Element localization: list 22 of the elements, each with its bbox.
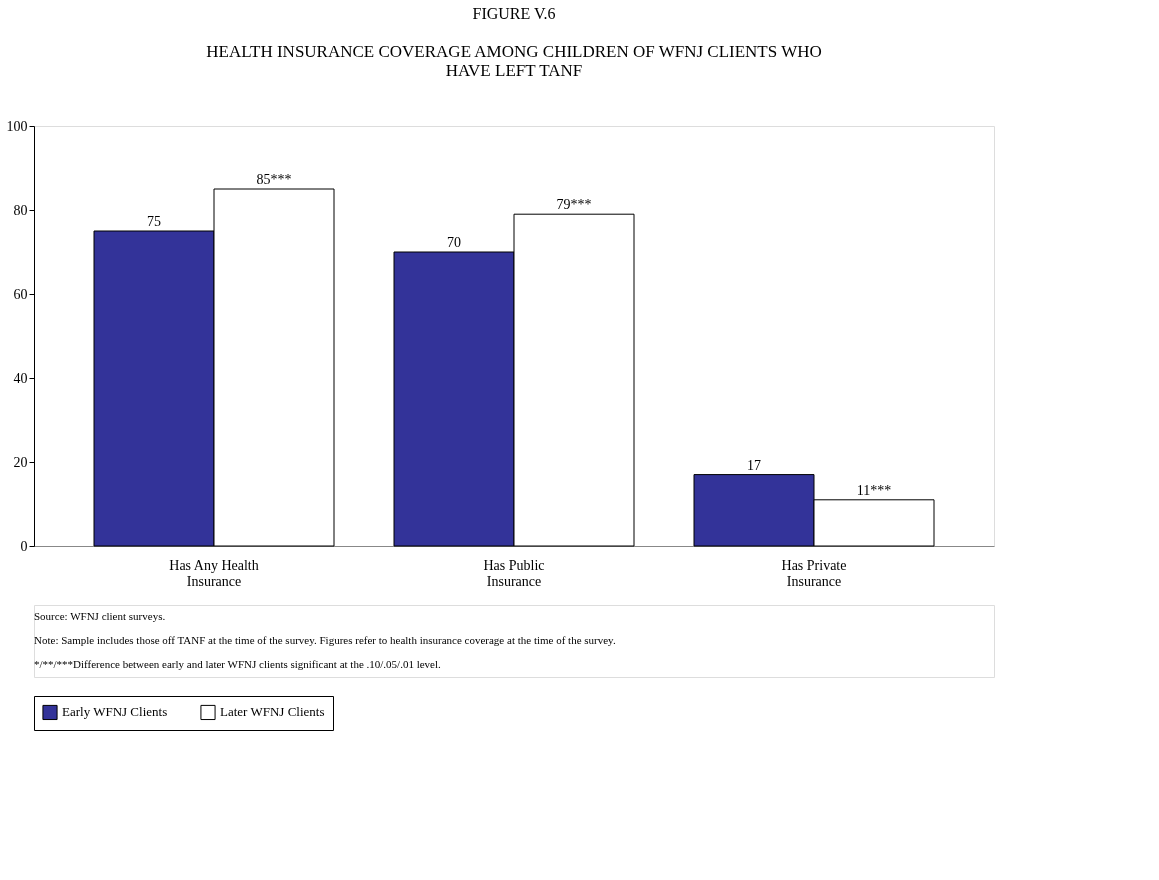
- source-note: Source: WFNJ client surveys.: [34, 610, 166, 622]
- data-label: 11***: [856, 482, 892, 498]
- data-label: 17: [747, 457, 761, 473]
- y-tick-label: 60: [13, 286, 28, 302]
- y-tick-label: 20: [13, 454, 28, 470]
- data-label: 79***: [556, 197, 592, 213]
- chart-title: FIGURE V.6: [472, 5, 556, 22]
- text: */**/***Difference between early and later WFNJ clients significant at the .10/.05/.01 level.: [34, 658, 442, 670]
- data-label: 75: [147, 214, 161, 229]
- legend-label: Early WFNJ Clients: [62, 704, 168, 720]
- y-tick-label: 100: [6, 118, 28, 134]
- text: Note: Sample includes those off TANF at the time of the survey. Figures refer to health insurance coverage at the time of the survey.: [34, 634, 616, 646]
- y-tick-label: 40: [13, 370, 28, 386]
- data-label: 70: [447, 235, 461, 250]
- x-tick-label: Has Public Insurance: [483, 557, 545, 589]
- y-tick-label: 80: [13, 202, 28, 218]
- x-tick-label: Has Private Insurance: [781, 557, 847, 589]
- legend-label: Later WFNJ Clients: [220, 704, 325, 720]
- x-tick-label: Has Any Health Insurance: [169, 557, 259, 589]
- y-tick-label: 0: [20, 538, 28, 554]
- data-label: 85***: [256, 172, 292, 187]
- chart-subtitle: HEALTH INSURANCE COVERAGE AMONG CHILDREN OF WFNJ CLIENTS WHO HAVE LEFT TANF: [206, 42, 822, 80]
